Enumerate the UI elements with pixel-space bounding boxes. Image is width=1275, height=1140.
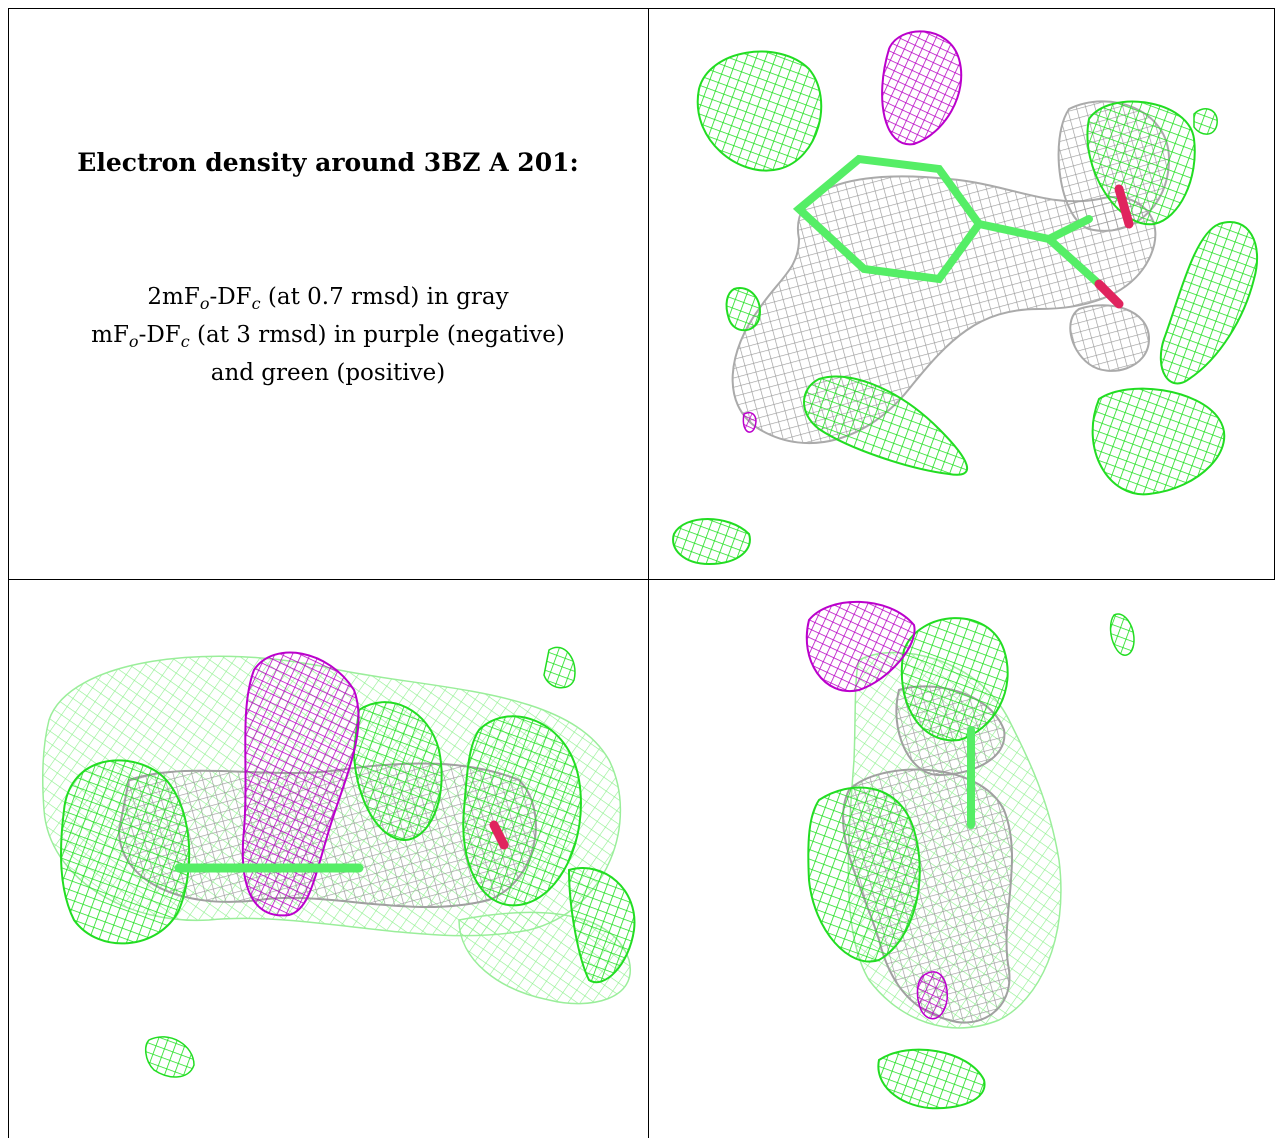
figure-title: Electron density around 3BZ A 201: xyxy=(77,148,579,177)
subscript: o xyxy=(128,332,139,351)
caption-text: (at 0.7 rmsd) in gray xyxy=(260,284,509,310)
negative-density-mesh xyxy=(241,651,360,917)
table-row-divider xyxy=(8,579,1275,580)
caption-text: 2mF xyxy=(147,284,200,310)
caption-cell: Electron density around 3BZ A 201: 2mFo-… xyxy=(8,8,648,580)
positive-density-mesh xyxy=(60,646,636,1078)
oxygen-atoms xyxy=(1094,184,1134,309)
density-view-top-right xyxy=(649,9,1274,579)
caption-line-positive: and green (positive) xyxy=(210,360,446,386)
caption-text: (at 3 rmsd) in purple (negative) xyxy=(189,322,565,348)
figure-table: Electron density around 3BZ A 201: 2mFo-… xyxy=(8,8,1275,1138)
table-border-top xyxy=(8,8,1275,9)
ligand-sticks xyxy=(792,154,1103,288)
caption-line-mfo-dfc: mFo-DFc (at 3 rmsd) in purple (negative) xyxy=(8,322,648,351)
table-column-divider xyxy=(648,8,649,1138)
caption-text: -DF xyxy=(209,284,252,310)
caption-text: -DF xyxy=(138,322,181,348)
density-view-bottom-right xyxy=(649,580,1275,1138)
positive-density-mesh xyxy=(807,613,1135,1110)
subscript: o xyxy=(199,294,210,313)
negative-density-mesh xyxy=(805,600,948,1020)
negative-density-mesh xyxy=(742,30,963,433)
oxygen-atoms xyxy=(489,820,509,850)
table-border-left xyxy=(8,8,9,1138)
caption-text: mF xyxy=(91,322,129,348)
positive-density-mesh xyxy=(672,50,1259,566)
density-view-bottom-left xyxy=(9,580,648,1138)
subscript: c xyxy=(180,332,190,351)
caption-line-2mfo-dfc: 2mFo-DFc (at 0.7 rmsd) in gray xyxy=(8,284,648,313)
subscript: c xyxy=(251,294,261,313)
